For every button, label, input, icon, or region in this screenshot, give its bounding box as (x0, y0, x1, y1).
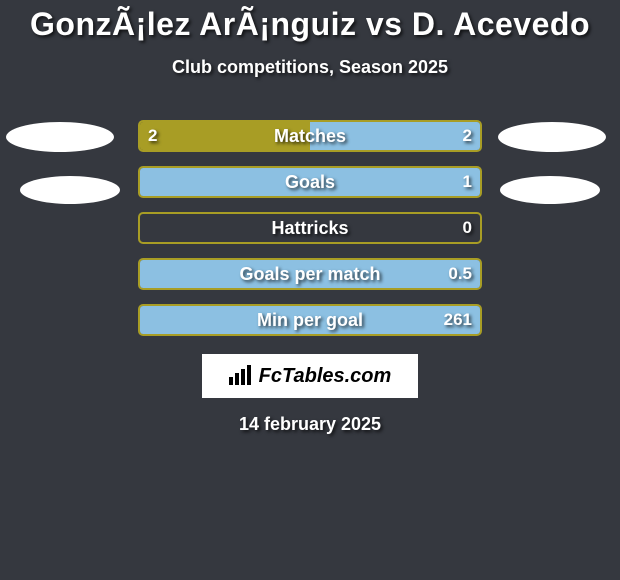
stat-label: Matches (140, 122, 480, 150)
stat-bar: Matches2 2 (138, 120, 482, 152)
page-title: GonzÃ¡lez ArÃ¡nguiz vs D. Acevedo (0, 0, 620, 43)
stat-bar: Goals1 (138, 166, 482, 198)
stat-value-right: 261 (444, 306, 472, 334)
stat-bar: Hattricks0 (138, 212, 482, 244)
stat-value-right: 0 (463, 214, 472, 242)
stat-value-right: 0.5 (448, 260, 472, 288)
branding-box: FcTables.com (202, 354, 418, 398)
stat-row: Goals per match0.5 (0, 258, 620, 290)
stat-value-left: 2 (148, 122, 157, 150)
stat-bar: Min per goal261 (138, 304, 482, 336)
stat-bar: Goals per match0.5 (138, 258, 482, 290)
stat-row: Hattricks0 (0, 212, 620, 244)
stat-value-right: 2 (463, 122, 472, 150)
footer-date: 14 february 2025 (0, 414, 620, 435)
stat-row: Matches2 2 (0, 120, 620, 152)
stat-row: Goals1 (0, 166, 620, 198)
stat-label: Min per goal (140, 306, 480, 334)
stat-row: Min per goal261 (0, 304, 620, 336)
page-subtitle: Club competitions, Season 2025 (0, 57, 620, 78)
comparison-rows: Matches2 2 Goals1 Hattricks0 Goals per match… (0, 120, 620, 336)
bar-chart-icon (229, 363, 255, 390)
stat-value-right: 1 (463, 168, 472, 196)
branding-text: FcTables.com (259, 365, 392, 388)
stat-label: Hattricks (140, 214, 480, 242)
stat-label: Goals (140, 168, 480, 196)
stat-label: Goals per match (140, 260, 480, 288)
